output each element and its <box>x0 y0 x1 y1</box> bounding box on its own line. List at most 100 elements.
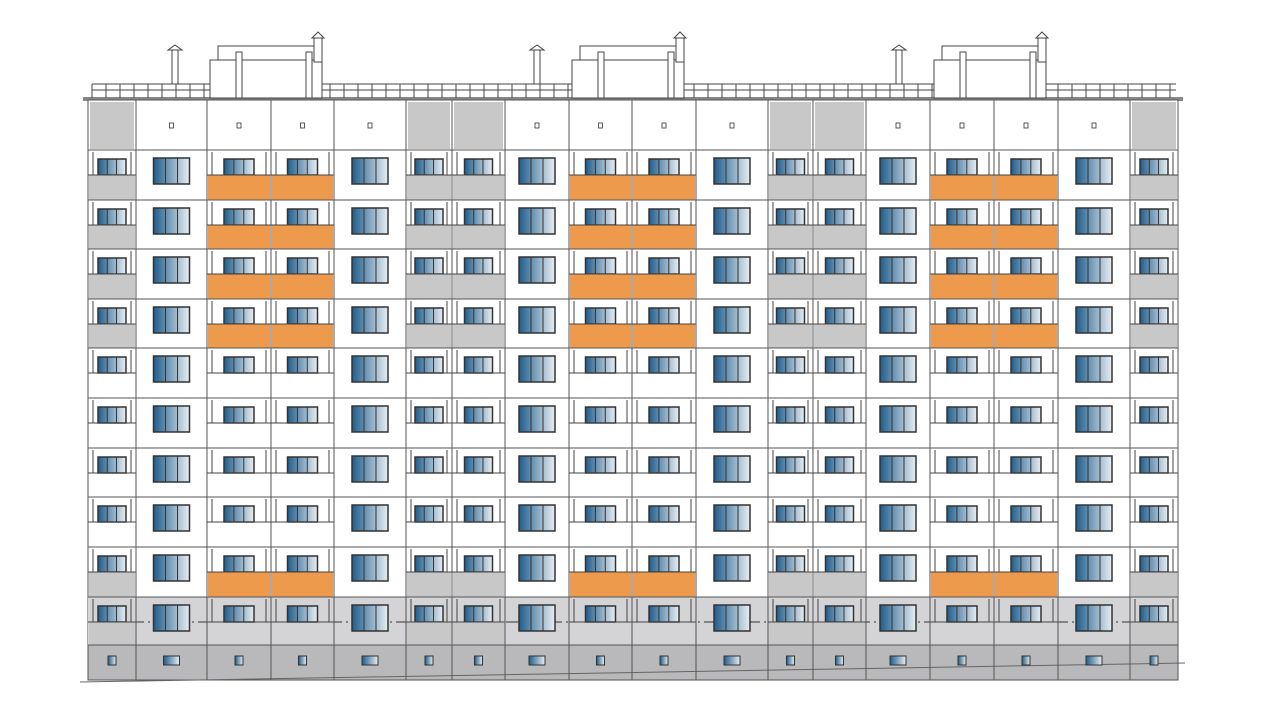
window <box>152 207 191 235</box>
loggia-orange-panel <box>208 225 270 249</box>
window <box>1075 504 1113 532</box>
balcony-gray-panel <box>1131 572 1177 597</box>
rooftop-structure-1 <box>166 31 326 99</box>
loggia-orange-panel <box>208 572 270 597</box>
basement-window <box>474 655 483 666</box>
basement-window <box>1021 655 1031 666</box>
chimney <box>675 37 685 63</box>
balcony-gray-panel <box>89 324 135 348</box>
window <box>879 405 917 433</box>
basement-window <box>163 655 180 666</box>
balcony-window <box>584 505 617 523</box>
machine-room <box>571 59 685 99</box>
balcony-window <box>223 257 255 275</box>
window <box>879 554 917 582</box>
balcony-window <box>1010 257 1042 275</box>
balcony-window <box>824 505 855 523</box>
loggia-orange-panel <box>570 274 631 299</box>
loggia-orange-panel <box>272 175 333 200</box>
loggia-orange-panel <box>633 175 695 200</box>
attic-balcony-panel <box>454 102 503 149</box>
balcony-window <box>97 505 127 523</box>
machine-room-rail <box>579 45 679 61</box>
chimney-cap <box>1034 31 1050 39</box>
balcony-gray-panel <box>453 324 504 348</box>
loggia-orange-panel <box>272 324 333 348</box>
balcony-window <box>286 307 319 325</box>
vent-pipe <box>597 51 605 99</box>
window <box>879 455 917 483</box>
balcony-gray-panel <box>407 324 451 348</box>
balcony-window <box>946 257 978 275</box>
attic-balcony-panel <box>1132 102 1176 149</box>
balcony-window <box>824 406 855 424</box>
vent-pipe <box>895 49 903 85</box>
window <box>713 306 751 334</box>
window <box>518 157 556 185</box>
basement-window <box>298 655 307 666</box>
window <box>152 504 191 532</box>
balcony-window <box>223 356 255 374</box>
window <box>879 256 917 284</box>
window <box>518 604 556 632</box>
machine-room <box>209 59 323 99</box>
balcony-window <box>946 208 978 226</box>
window <box>1075 455 1113 483</box>
vent-cap <box>528 44 546 51</box>
balcony-window <box>946 456 978 474</box>
rooftop-structure-2 <box>528 31 688 99</box>
balcony-window <box>1139 208 1169 226</box>
window <box>152 604 191 632</box>
balcony-window <box>1010 208 1042 226</box>
loggia-orange-panel <box>570 175 631 200</box>
window <box>152 405 191 433</box>
balcony-window <box>775 605 806 623</box>
balcony-gray-panel <box>1131 324 1177 348</box>
window <box>518 256 556 284</box>
window <box>713 207 751 235</box>
chimney <box>313 37 323 63</box>
window <box>518 306 556 334</box>
balcony-window <box>648 307 680 325</box>
attic-vent <box>895 122 901 129</box>
loggia-orange-panel <box>995 274 1057 299</box>
loggia-orange-panel <box>272 572 333 597</box>
balcony-window <box>946 555 978 573</box>
attic-vent <box>367 122 373 129</box>
balcony-gray-panel <box>1131 274 1177 299</box>
balcony-window <box>584 257 617 275</box>
window <box>518 355 556 383</box>
loggia-orange-panel <box>633 324 695 348</box>
balcony-window <box>1010 555 1042 573</box>
attic-vent <box>729 122 735 129</box>
loggia-orange-panel <box>995 572 1057 597</box>
loggia-orange-panel <box>633 572 695 597</box>
balcony-gray-panel <box>1131 175 1177 200</box>
balcony-window <box>775 356 806 374</box>
attic-vent <box>959 122 965 129</box>
window <box>518 455 556 483</box>
balcony-window <box>286 605 319 623</box>
window <box>879 604 917 632</box>
balcony-window <box>463 456 494 474</box>
balcony-gray-panel <box>814 274 865 299</box>
window <box>1075 405 1113 433</box>
balcony-window <box>286 456 319 474</box>
balcony-gray-panel <box>453 572 504 597</box>
balcony-window <box>286 555 319 573</box>
balcony-gray-panel <box>89 225 135 249</box>
chimney-cap <box>310 31 326 39</box>
balcony-window <box>97 605 127 623</box>
balcony-window <box>775 406 806 424</box>
balcony-window <box>463 257 494 275</box>
chimney <box>1037 37 1047 63</box>
loggia-orange-panel <box>931 274 993 299</box>
balcony-window <box>1010 406 1042 424</box>
balcony-window <box>463 356 494 374</box>
balcony-gray-panel <box>814 572 865 597</box>
balcony-window <box>414 158 444 176</box>
balcony-window <box>223 555 255 573</box>
machine-room-rail <box>941 45 1041 61</box>
balcony-window <box>775 158 806 176</box>
balcony-gray-panel <box>814 324 865 348</box>
